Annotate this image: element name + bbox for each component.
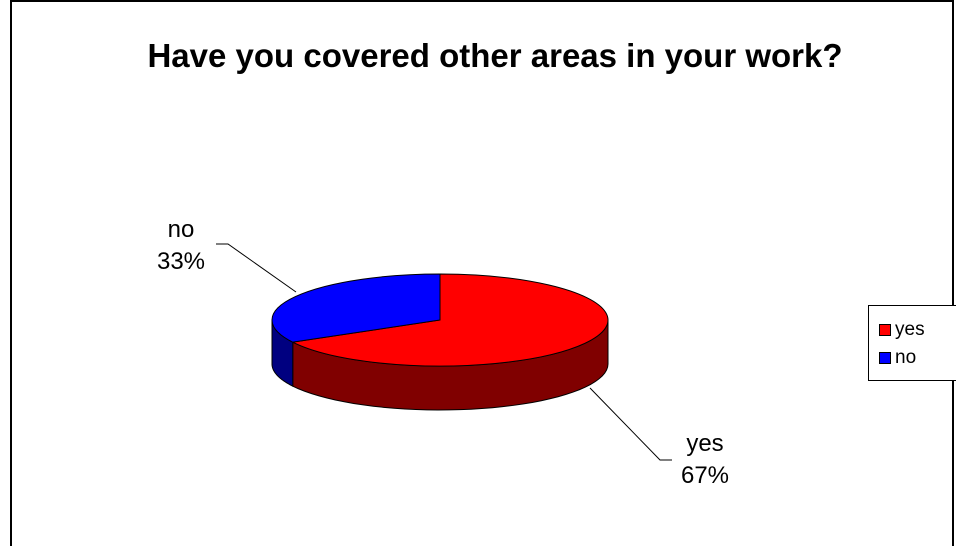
chart-title: Have you covered other areas in your wor…: [147, 37, 843, 74]
leader-line-yes: [589, 387, 672, 461]
chart-frame: [10, 0, 954, 546]
pie-slice-no: [271, 273, 441, 343]
leader-line-no: [216, 243, 297, 293]
pie-slice-yes: [291, 273, 609, 367]
legend-item-no: no: [879, 346, 916, 370]
legend-swatch-no: [879, 352, 891, 364]
slice-label-no-name: no: [167, 216, 195, 243]
legend-item-yes: yes: [879, 318, 925, 342]
slice-label-yes: yes 67%: [670, 428, 740, 492]
chart-legend: yes no: [868, 305, 956, 381]
pie-tops: [271, 273, 609, 367]
slice-label-yes-percent: 67%: [680, 462, 730, 489]
legend-label-no: no: [895, 347, 917, 368]
slice-label-no: no 33%: [146, 214, 216, 278]
slice-label-yes-name: yes: [686, 430, 724, 457]
legend-label-yes: yes: [895, 319, 925, 340]
legend-swatch-yes: [879, 324, 891, 336]
slice-label-no-percent: 33%: [156, 248, 206, 275]
